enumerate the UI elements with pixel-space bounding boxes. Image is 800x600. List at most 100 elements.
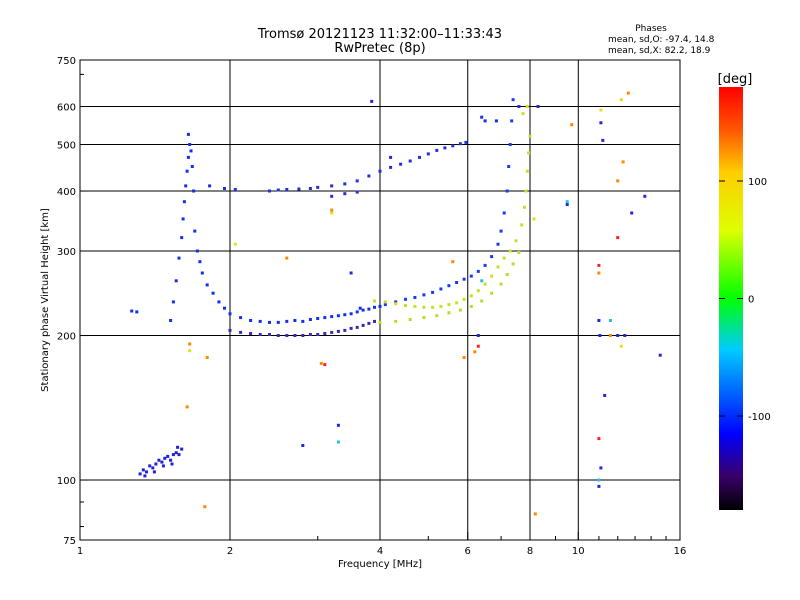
- data-point: [570, 123, 574, 127]
- data-point: [483, 119, 487, 123]
- data-point: [301, 444, 305, 447]
- data-point: [336, 314, 340, 318]
- data-point: [597, 319, 601, 322]
- data-point: [308, 333, 312, 336]
- data-point: [431, 290, 435, 294]
- data-point: [480, 115, 484, 119]
- colorbar-tick-label: 0: [748, 295, 754, 306]
- data-point: [258, 319, 262, 323]
- data-point: [367, 321, 371, 325]
- data-point: [285, 188, 289, 191]
- y-tick-label: 75: [63, 536, 76, 547]
- data-point: [404, 304, 407, 307]
- data-point: [166, 454, 170, 458]
- data-point: [514, 239, 518, 243]
- data-point: [188, 342, 192, 346]
- data-point: [565, 203, 569, 206]
- data-point: [373, 305, 376, 309]
- data-point: [268, 320, 271, 324]
- data-point: [524, 189, 528, 193]
- data-point: [490, 274, 494, 278]
- data-point: [330, 208, 334, 212]
- data-point: [323, 316, 327, 320]
- data-point: [658, 353, 662, 357]
- data-point: [355, 325, 359, 329]
- x-axis-label: Frequency [MHz]: [338, 559, 422, 570]
- data-point: [455, 301, 459, 305]
- data-point: [174, 279, 178, 283]
- data-point: [200, 271, 204, 275]
- data-point: [373, 319, 376, 323]
- data-point: [160, 460, 164, 464]
- y-tick-label: 600: [57, 103, 76, 114]
- data-points: [130, 91, 662, 516]
- data-point: [383, 303, 387, 307]
- data-point: [399, 162, 403, 166]
- data-point: [413, 304, 417, 308]
- data-point: [619, 98, 623, 102]
- data-point: [198, 260, 202, 264]
- data-point: [157, 458, 161, 462]
- data-point: [511, 98, 515, 102]
- data-point: [176, 445, 180, 449]
- data-point: [621, 160, 625, 164]
- data-point: [367, 174, 371, 178]
- data-point: [185, 169, 189, 173]
- chart-title: Tromsø 20121123 11:32:00–11:33:43: [257, 27, 502, 42]
- data-point: [623, 334, 627, 337]
- data-point: [323, 363, 327, 367]
- data-point: [616, 334, 620, 337]
- data-point: [630, 211, 634, 215]
- data-point: [435, 314, 439, 318]
- data-point: [394, 302, 398, 306]
- data-point: [483, 282, 487, 286]
- data-point: [597, 437, 601, 441]
- y-tick-label: 750: [57, 56, 76, 67]
- data-point: [447, 311, 451, 315]
- data-point: [361, 323, 365, 327]
- data-point: [349, 326, 353, 330]
- data-point: [169, 458, 173, 462]
- data-point: [330, 330, 334, 334]
- data-point: [476, 334, 480, 337]
- data-point: [343, 192, 347, 196]
- data-point: [603, 394, 607, 397]
- data-point: [268, 189, 271, 193]
- data-point: [182, 200, 186, 204]
- data-point: [439, 287, 443, 291]
- data-point: [496, 242, 500, 246]
- data-point: [228, 328, 232, 332]
- data-point: [597, 263, 601, 267]
- data-point: [383, 300, 387, 304]
- data-point: [451, 260, 455, 264]
- data-point: [301, 334, 305, 337]
- data-point: [177, 256, 181, 260]
- data-point: [349, 312, 353, 316]
- data-point: [163, 456, 167, 460]
- data-point: [532, 217, 536, 221]
- data-point: [508, 249, 512, 253]
- data-point: [408, 159, 412, 163]
- data-point: [185, 405, 189, 409]
- data-point: [499, 229, 503, 233]
- data-point: [323, 332, 327, 335]
- data-point: [181, 217, 185, 221]
- data-point: [151, 466, 155, 470]
- data-point: [505, 189, 509, 193]
- data-point: [223, 306, 226, 310]
- colorbar-tick-label: 100: [748, 177, 767, 188]
- data-point: [597, 478, 601, 482]
- data-point: [528, 134, 532, 138]
- grid-lines: [80, 60, 680, 540]
- data-point: [343, 182, 347, 186]
- data-point: [373, 299, 376, 303]
- phases-title: Phases: [635, 24, 667, 34]
- x-tick-label: 2: [227, 546, 233, 557]
- data-point: [422, 293, 426, 297]
- data-point: [195, 249, 199, 253]
- data-point: [228, 312, 232, 316]
- data-point: [177, 453, 181, 457]
- data-point: [469, 294, 473, 298]
- data-point: [143, 474, 147, 478]
